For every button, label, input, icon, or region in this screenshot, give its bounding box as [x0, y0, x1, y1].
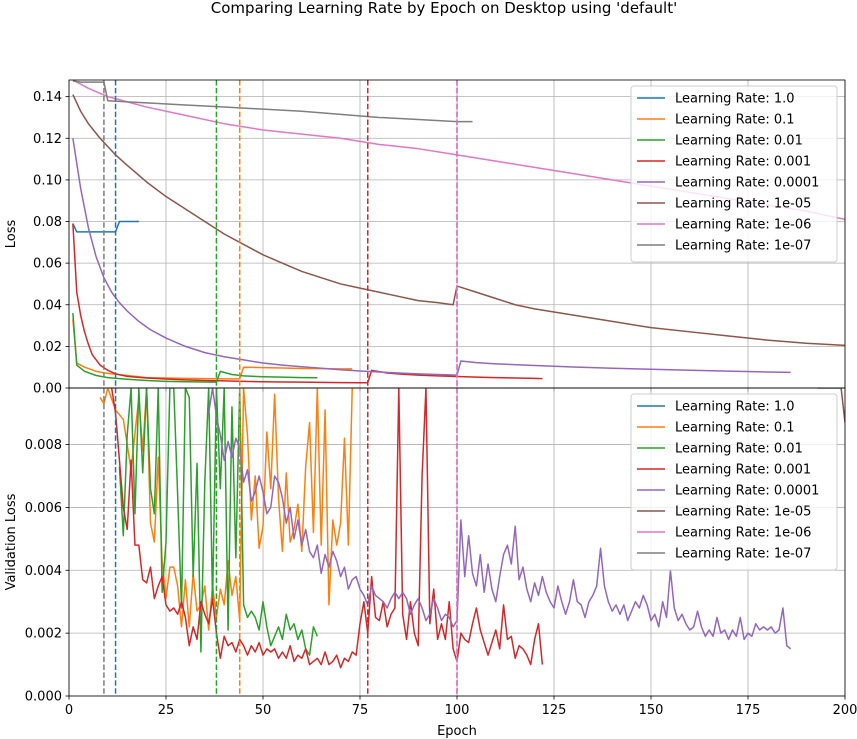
y-axis-label: Validation Loss — [4, 493, 19, 590]
legend-box — [630, 393, 838, 571]
y-axis-label: Loss — [4, 220, 19, 249]
legend-label: Learning Rate: 0.0001 — [675, 176, 819, 191]
legend-label: Learning Rate: 1e-05 — [675, 197, 811, 212]
series-line — [72, 313, 318, 383]
y-tick-label: 0.06 — [33, 257, 62, 272]
series-line — [207, 388, 792, 650]
plot-area — [99, 388, 845, 696]
series-line — [72, 319, 353, 380]
y-tick-label: 0.02 — [33, 340, 62, 355]
series-line — [118, 388, 319, 656]
x-tick-label: 50 — [255, 703, 272, 718]
legend-label: Learning Rate: 1.0 — [675, 400, 795, 415]
series-line — [99, 388, 353, 631]
x-tick-label: 25 — [158, 703, 175, 718]
series-line — [72, 80, 473, 123]
legend-label: Learning Rate: 1e-07 — [675, 239, 811, 254]
legend-label: Learning Rate: 1e-06 — [675, 218, 811, 233]
y-tick-label: 0.10 — [33, 173, 62, 188]
y-tick-label: 0.004 — [25, 564, 62, 579]
legend-label: Learning Rate: 1e-05 — [675, 505, 811, 520]
legend-label: Learning Rate: 0.01 — [675, 442, 803, 457]
legend-label: Learning Rate: 1e-07 — [675, 547, 811, 562]
y-tick-label: 0.006 — [25, 501, 62, 516]
y-tick-label: 0.00 — [33, 382, 62, 397]
series-line — [72, 223, 543, 384]
y-tick-label: 0.12 — [33, 132, 62, 147]
y-tick-label: 0.04 — [33, 298, 62, 313]
x-tick-label: 200 — [833, 703, 857, 718]
legend-box — [630, 85, 838, 263]
legend-label: Learning Rate: 0.1 — [675, 113, 795, 128]
x-tick-label: 125 — [542, 703, 567, 718]
validation-loss-panel: 0.000 0.002 0.004 0.006 0.008 0 25 50 75 100 125 15… — [4, 387, 857, 739]
legend-label: Learning Rate: 0.0001 — [675, 484, 819, 499]
x-tick-label: 175 — [736, 703, 761, 718]
y-tick-label: 0.002 — [25, 627, 62, 642]
legend-label: Learning Rate: 0.01 — [675, 134, 803, 149]
series-line — [110, 388, 544, 669]
y-tick-label: 0.008 — [25, 438, 62, 453]
legend-label: Learning Rate: 0.001 — [675, 155, 811, 170]
legend-label: Learning Rate: 0.001 — [675, 463, 811, 478]
series-line — [72, 220, 139, 233]
legend-label: Learning Rate: 1e-06 — [675, 526, 811, 541]
series-line — [72, 138, 791, 376]
x-axis-label: Epoch — [437, 724, 477, 739]
loss-panel: 0.00 0.02 0.04 0.06 0.08 0.10 0.12 0.14 Loss Lear… — [4, 79, 846, 397]
y-tick-label: 0.14 — [33, 90, 62, 105]
plot-area — [72, 80, 845, 388]
series-line — [72, 94, 845, 347]
x-tick-label: 150 — [639, 703, 664, 718]
y-tick-label: 0.000 — [25, 690, 62, 705]
figure-title: Comparing Learning Rate by Epoch on Desk… — [211, 0, 677, 17]
x-tick-label: 100 — [445, 703, 470, 718]
y-tick-label: 0.08 — [33, 215, 62, 230]
legend-label: Learning Rate: 1.0 — [675, 92, 795, 107]
x-tick-label: 0 — [65, 703, 73, 718]
x-tick-label: 75 — [352, 703, 369, 718]
legend-label: Learning Rate: 0.1 — [675, 421, 795, 436]
